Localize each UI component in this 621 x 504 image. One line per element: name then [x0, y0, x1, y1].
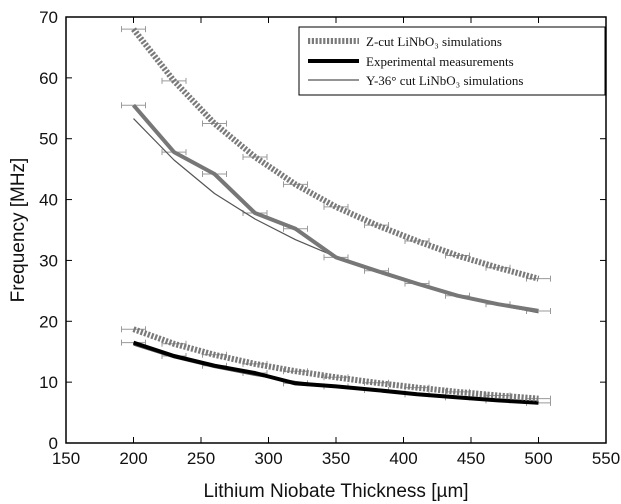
error-bar — [323, 203, 349, 210]
y-tick-label: 50 — [39, 130, 58, 149]
error-bar — [404, 237, 430, 244]
x-tick-label: 350 — [322, 449, 350, 468]
error-bar — [121, 26, 146, 33]
x-tick-label: 500 — [524, 449, 552, 468]
x-tick-label: 250 — [187, 449, 215, 468]
x-tick-label: 200 — [119, 449, 147, 468]
series-layer — [131, 27, 540, 405]
y-tick-label: 20 — [39, 312, 58, 331]
legend-label-z-cut: Z-cut LiNbO₃ simulations — [366, 34, 502, 49]
x-tick-label: 300 — [254, 449, 282, 468]
error-bar — [202, 120, 227, 127]
y-tick-label: 10 — [39, 373, 58, 392]
y-tick-label: 30 — [39, 251, 58, 270]
x-tick-labels: 150 200 250 300 350 400 450 500 550 — [52, 449, 620, 468]
y-tick-label: 60 — [39, 69, 58, 88]
x-axis-title: Lithium Niobate Thickness [µm] — [203, 481, 468, 502]
legend: Z-cut LiNbO₃ simulations Experimental me… — [298, 26, 606, 96]
x-tick-label: 550 — [592, 449, 620, 468]
y-tick-label: 0 — [49, 434, 58, 453]
axis-ticks — [65, 16, 607, 444]
x-tick-label: 150 — [52, 449, 80, 468]
y-tick-label: 70 — [39, 8, 58, 27]
y-tick-labels: 0 10 20 30 40 50 60 70 — [39, 8, 58, 453]
experimental-upper-line — [131, 103, 539, 313]
y-axis-title: Frequency [MHz] — [8, 158, 29, 303]
x-tick-label: 400 — [389, 449, 417, 468]
legend-label-y36-cut: Y-36° cut LiNbO₃ simulations — [366, 73, 523, 88]
experimental-lower-line — [132, 340, 539, 405]
x-tick-label: 450 — [457, 449, 485, 468]
legend-label-experimental: Experimental measurements — [366, 54, 514, 69]
y-tick-label: 40 — [39, 191, 58, 210]
